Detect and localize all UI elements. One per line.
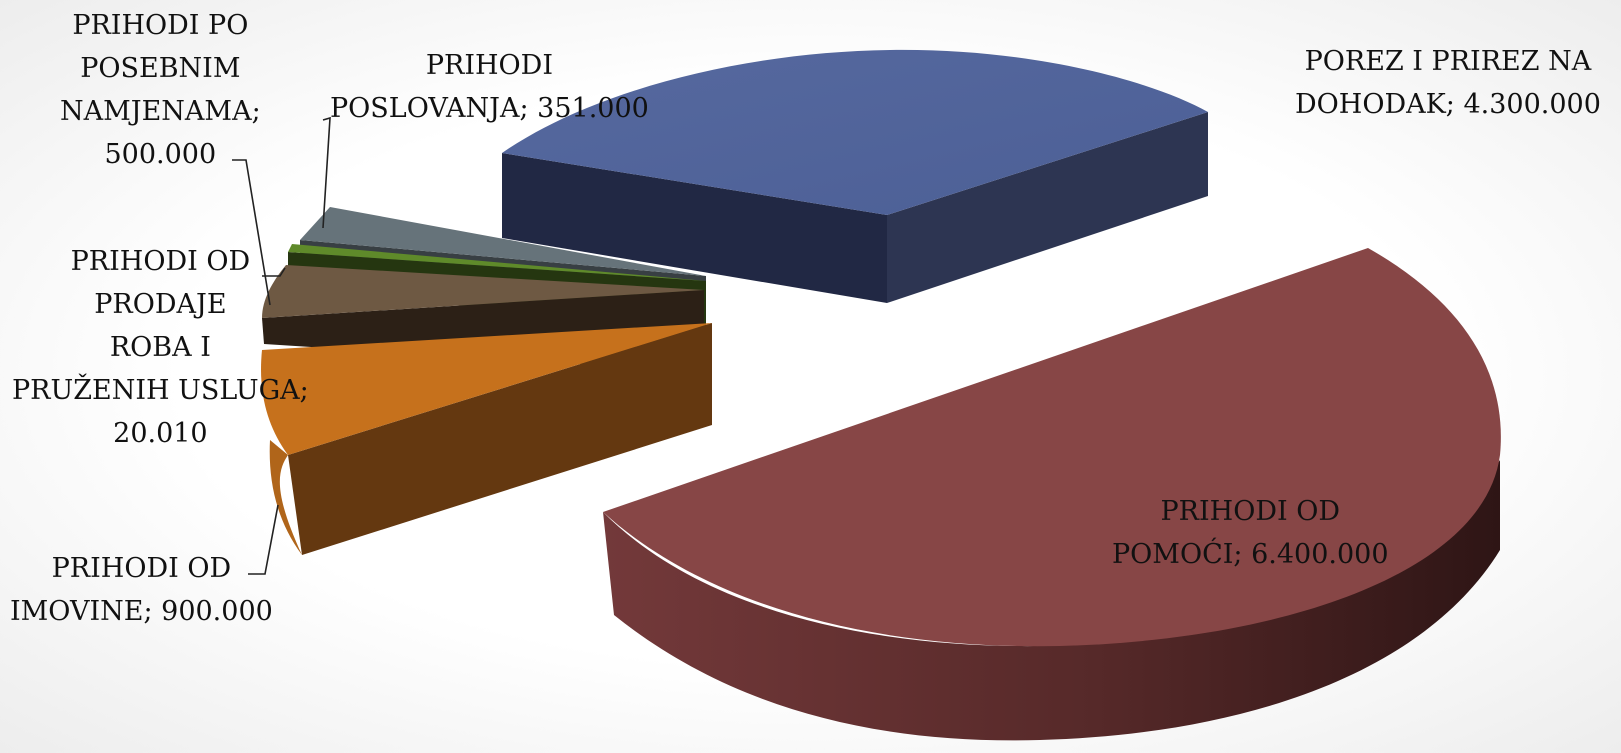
label-poslovanja: PRIHODI POSLOVANJA; 351.000	[330, 44, 649, 130]
label-prodaje: PRIHODI OD PRODAJE ROBA I PRUŽENIH USLUG…	[12, 240, 309, 455]
label-pomoci-line-2: POMOĆI; 6.400.000	[1112, 539, 1389, 570]
slice-side-imovine	[288, 323, 712, 555]
label-prodaje-line-1: PRIHODI OD	[70, 246, 251, 277]
leader-poslovanja	[322, 116, 331, 229]
label-porez: POREZ I PRIREZ NA DOHODAK; 4.300.000	[1295, 40, 1601, 126]
label-imovine-line-2: IMOVINE; 900.000	[10, 596, 273, 627]
label-posebnim: PRIHODI PO POSEBNIM NAMJENAMA; 500.000	[60, 4, 261, 176]
slice-side-pomoci	[603, 460, 1500, 741]
label-posebnim-line-4: 500.000	[104, 139, 217, 170]
slice-posebnim	[262, 265, 704, 318]
leader-posebnim	[232, 159, 271, 306]
slice-pomoci	[603, 248, 1501, 647]
label-prodaje-line-4: PRUŽENIH USLUGA;	[12, 375, 309, 406]
label-posebnim-line-2: POSEBNIM	[80, 53, 241, 84]
slice-rim-imovine	[269, 440, 302, 555]
leader-imovine	[248, 504, 279, 575]
label-posebnim-line-1: PRIHODI PO	[72, 10, 249, 41]
slice-poslovanja	[300, 207, 706, 276]
label-poslovanja-line-2: POSLOVANJA; 351.000	[330, 93, 649, 124]
label-poslovanja-line-1: PRIHODI	[425, 50, 553, 81]
slice-imovine	[261, 323, 712, 455]
slice-side-porez-left	[502, 153, 887, 303]
label-porez-line-2: DOHODAK; 4.300.000	[1295, 89, 1601, 120]
label-prodaje-line-5: 20.010	[113, 418, 208, 449]
label-posebnim-line-3: NAMJENAMA;	[60, 96, 261, 127]
slice-prodaje	[288, 244, 706, 281]
leader-prodaje	[262, 267, 286, 277]
label-prodaje-line-3: ROBA I	[109, 332, 211, 363]
label-porez-line-1: POREZ I PRIREZ NA	[1304, 46, 1592, 77]
label-pomoci-line-1: PRIHODI OD	[1160, 496, 1341, 527]
slice-porez	[502, 49, 1208, 215]
label-prodaje-line-2: PRODAJE	[94, 289, 227, 320]
label-pomoci: PRIHODI OD POMOĆI; 6.400.000	[1112, 490, 1389, 576]
label-imovine-line-1: PRIHODI OD	[51, 553, 232, 584]
label-imovine: PRIHODI OD IMOVINE; 900.000	[10, 547, 273, 633]
slice-side-porez-right	[887, 112, 1208, 303]
